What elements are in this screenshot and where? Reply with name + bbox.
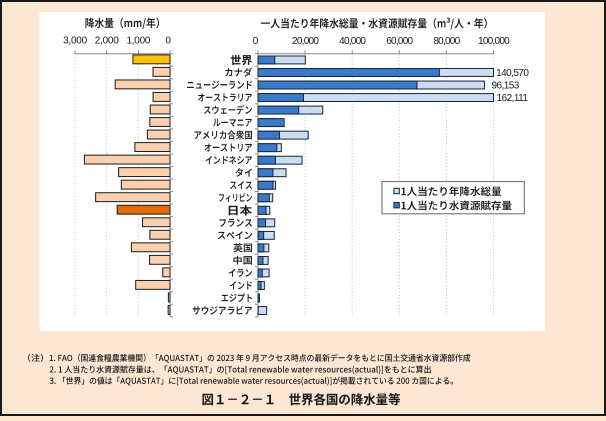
- svg-text:20,000: 20,000: [292, 36, 319, 47]
- svg-text:162,111: 162,111: [497, 93, 529, 104]
- svg-text:100,000: 100,000: [478, 36, 510, 47]
- svg-text:0: 0: [165, 36, 171, 47]
- svg-text:140,570: 140,570: [496, 68, 529, 79]
- svg-text:40,000: 40,000: [339, 36, 366, 47]
- svg-text:3,000: 3,000: [63, 36, 87, 47]
- svg-text:60,000: 60,000: [386, 36, 413, 47]
- svg-text:80,000: 80,000: [433, 36, 460, 47]
- svg-text:1,000: 1,000: [126, 36, 150, 47]
- svg-text:2,000: 2,000: [95, 36, 119, 47]
- svg-text:96,153: 96,153: [492, 81, 520, 92]
